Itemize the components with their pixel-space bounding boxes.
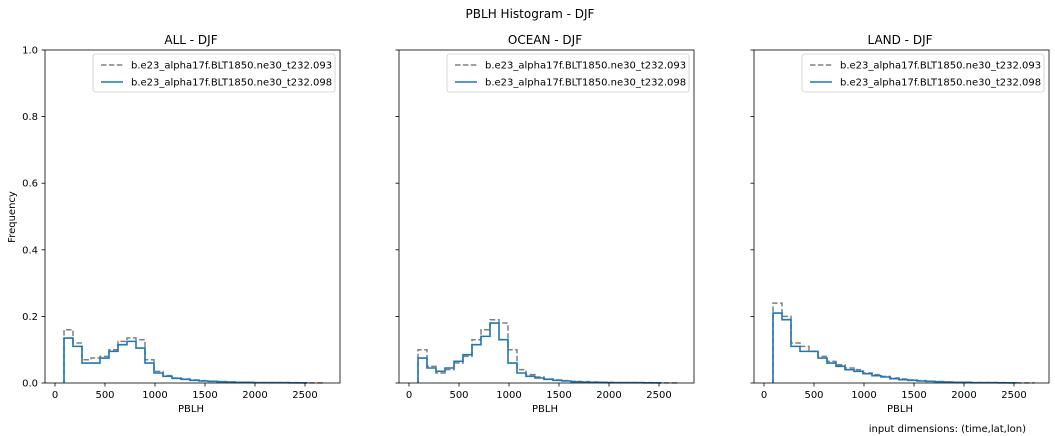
legend-label-098: b.e23_alpha17f.BLT1850.ne30_t232.098	[131, 78, 332, 89]
y-tick-label: 0.0	[22, 379, 38, 390]
legend-label-098: b.e23_alpha17f.BLT1850.ne30_t232.098	[840, 78, 1041, 89]
x-tick-label: 1500	[901, 390, 926, 401]
x-tick-label: 500	[804, 390, 823, 401]
legend-label-098: b.e23_alpha17f.BLT1850.ne30_t232.098	[485, 78, 686, 89]
panel-title-ocean: OCEAN - DJF	[508, 33, 582, 47]
x-tick-label: 0	[406, 390, 412, 401]
x-tick-label: 500	[95, 390, 114, 401]
histogram-series-093	[417, 318, 680, 384]
histogram-series-098	[772, 312, 1017, 384]
panel-title-all: ALL - DJF	[164, 33, 217, 47]
input-dimensions-note: input dimensions: (time,lat,lon)	[869, 424, 1026, 435]
x-tick-label: 2000	[951, 390, 976, 401]
y-axis-label: Frequency	[7, 191, 18, 243]
legend-label-093: b.e23_alpha17f.BLT1850.ne30_t232.093	[485, 61, 686, 72]
x-tick-label: 2000	[596, 390, 621, 401]
x-axis-label-ocean: PBLH	[532, 404, 558, 415]
panel-all: ALL - DJF PBLH Frequency 0 500 1000 1500 200…	[7, 33, 341, 415]
axes-frame	[44, 49, 341, 384]
legend-label-093: b.e23_alpha17f.BLT1850.ne30_t232.093	[840, 61, 1041, 72]
histogram-series-093	[63, 328, 326, 384]
legend-box	[801, 53, 1045, 93]
x-tick-label: 1500	[192, 390, 217, 401]
axes-frame	[398, 49, 695, 384]
x-tick-label: 2500	[646, 390, 671, 401]
x-tick-label: 0	[52, 390, 58, 401]
figure-title: PBLH Histogram - DJF	[466, 7, 595, 21]
panel-ocean: OCEAN - DJF PBLH 0 500 1000 1500 2000 2500 b.e…	[395, 33, 695, 415]
x-tick-label: 500	[449, 390, 468, 401]
legend-box	[92, 53, 336, 93]
y-tick-label: 0.2	[22, 312, 38, 323]
x-tick-label: 2500	[292, 390, 317, 401]
panel-title-land: LAND - DJF	[867, 33, 932, 47]
y-tick-label: 1.0	[22, 46, 38, 57]
panel-land: LAND - DJF PBLH 0 500 1000 1500 2000 2500 b.e2…	[750, 33, 1050, 415]
axes-frame	[753, 49, 1050, 384]
histogram-series-093	[772, 302, 1035, 384]
x-axis-label-land: PBLH	[887, 404, 913, 415]
legend-box	[446, 53, 690, 93]
x-tick-label: 1000	[142, 390, 167, 401]
histogram-series-098	[63, 337, 308, 384]
y-tick-label: 0.6	[22, 179, 38, 190]
y-tick-label: 0.8	[22, 112, 38, 123]
x-axis-label-all: PBLH	[178, 404, 204, 415]
x-tick-label: 1000	[851, 390, 876, 401]
x-tick-label: 1500	[546, 390, 571, 401]
histogram-series-098	[417, 322, 662, 384]
legend-label-093: b.e23_alpha17f.BLT1850.ne30_t232.093	[131, 61, 332, 72]
x-tick-label: 0	[761, 390, 767, 401]
x-tick-label: 2000	[242, 390, 267, 401]
x-tick-label: 1000	[496, 390, 521, 401]
x-tick-label: 2500	[1001, 390, 1026, 401]
y-tick-label: 0.4	[22, 245, 38, 256]
